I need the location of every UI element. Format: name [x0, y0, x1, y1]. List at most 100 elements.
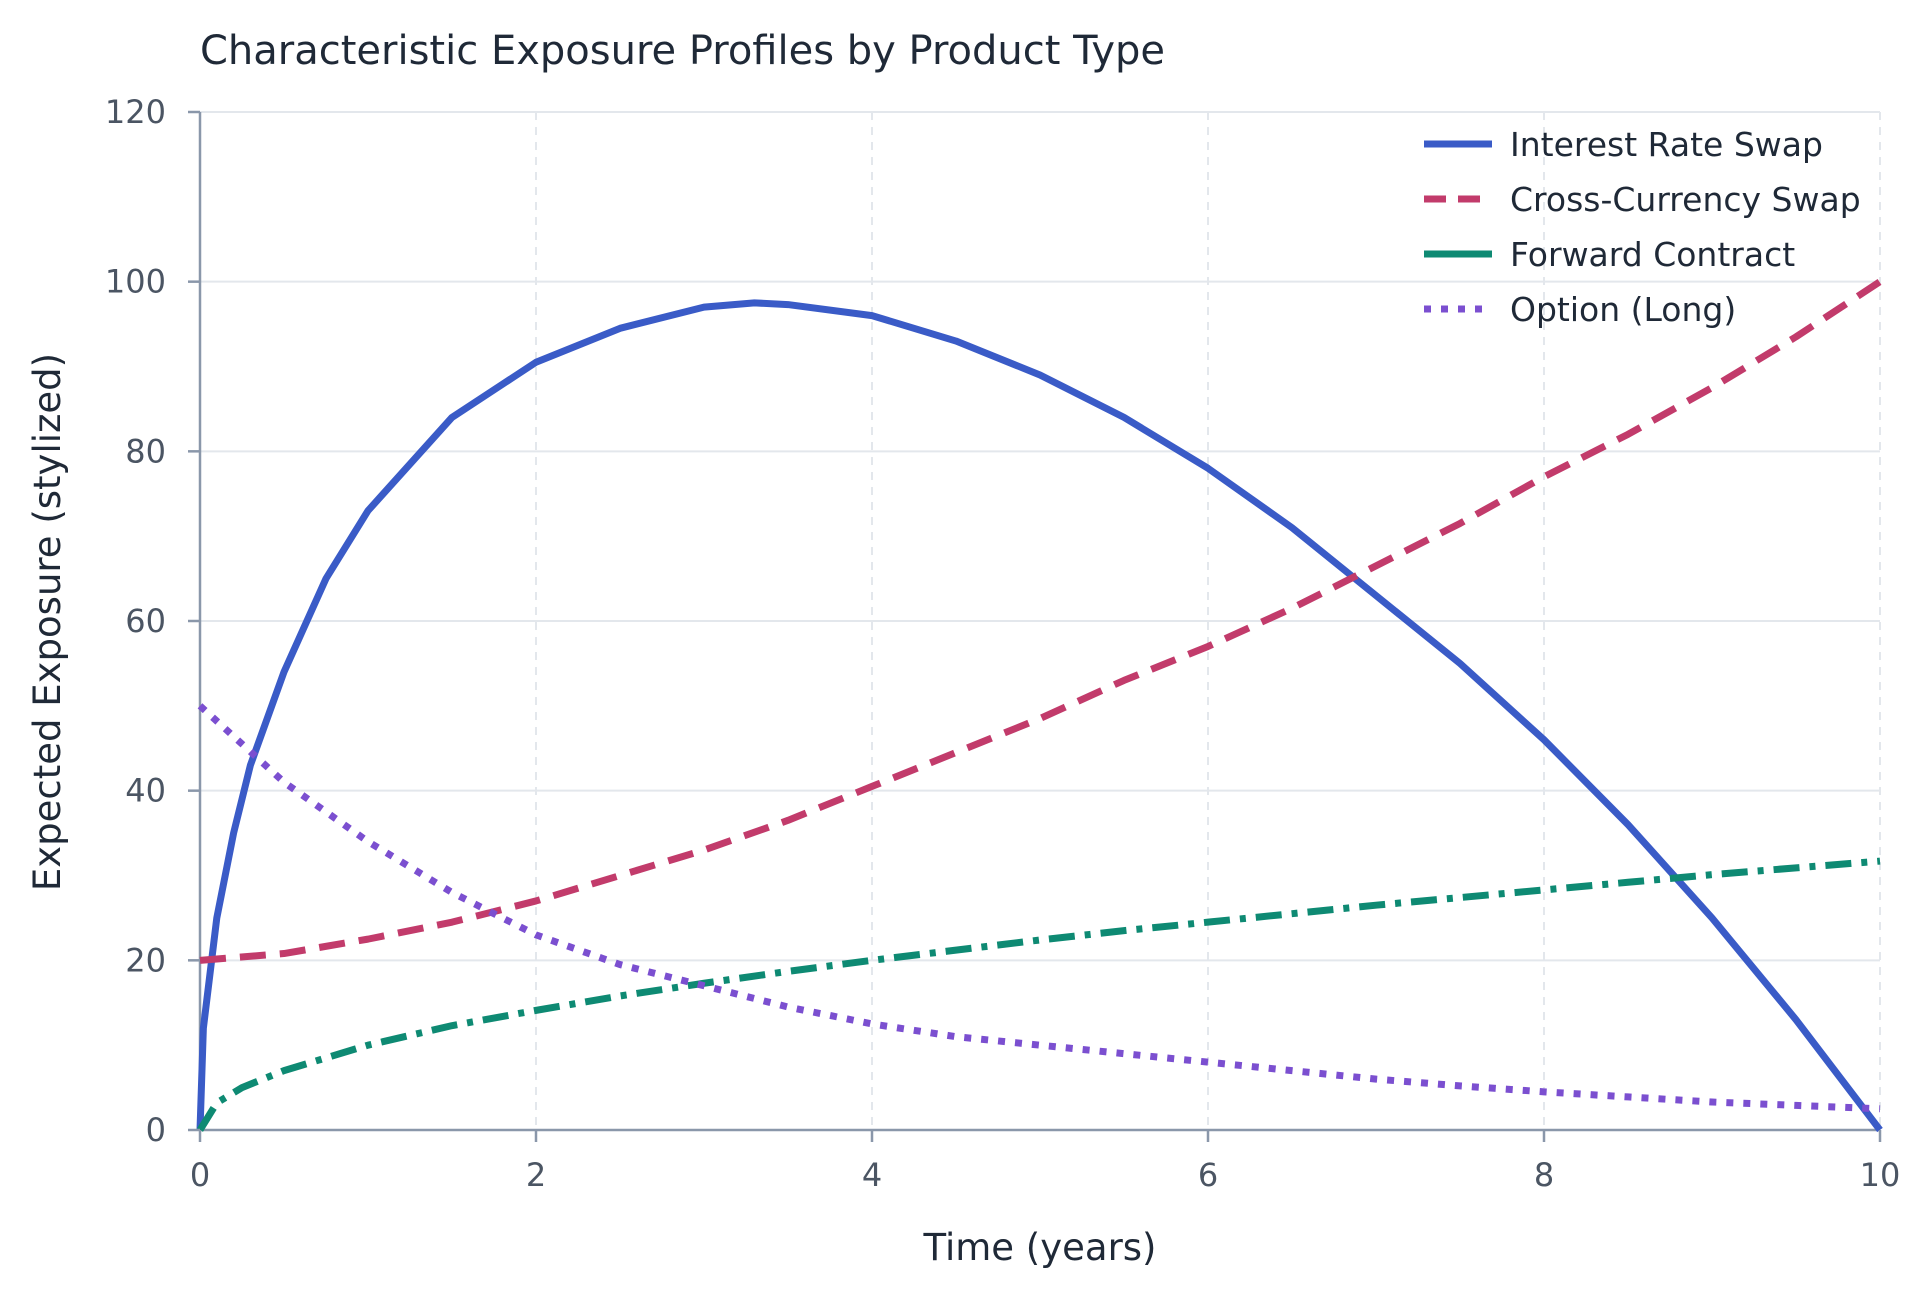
data-point [617, 325, 623, 331]
y-tick-label: 100 [105, 263, 166, 301]
data-point [231, 830, 237, 836]
data-point [869, 1021, 875, 1027]
data-point [1877, 1106, 1883, 1112]
data-point [1457, 520, 1463, 526]
data-point [323, 576, 329, 582]
legend-label: Cross-Currency Swap [1510, 180, 1861, 219]
data-point [281, 779, 287, 785]
data-point [701, 983, 707, 989]
data-point [785, 817, 791, 823]
x-tick-label: 2 [526, 1156, 546, 1194]
data-point [1625, 431, 1631, 437]
series-line-interest-rate-swap [196, 299, 1883, 1133]
data-point [1373, 1076, 1379, 1082]
data-point [1457, 1083, 1463, 1089]
data-point [449, 414, 455, 420]
data-point [1457, 895, 1463, 901]
data-point [1205, 919, 1211, 925]
data-point [1793, 1102, 1799, 1108]
data-point [617, 873, 623, 879]
data-point [1793, 334, 1799, 340]
x-axis-label: Time (years) [922, 1226, 1156, 1269]
data-point [1289, 1068, 1295, 1074]
chart-title: Characteristic Exposure Profiles by Prod… [200, 28, 1165, 74]
y-tick-label: 0 [146, 1111, 166, 1149]
data-point [1289, 525, 1295, 531]
data-point [1625, 1094, 1631, 1100]
data-point [281, 1068, 287, 1074]
x-tick-label: 4 [862, 1156, 882, 1194]
data-point [1709, 385, 1715, 391]
data-point [1457, 660, 1463, 666]
series-line-option-long [197, 703, 1881, 1113]
data-point [869, 783, 875, 789]
data-point [1037, 1042, 1043, 1048]
data-point [247, 762, 253, 768]
y-tick-label: 80 [125, 432, 166, 470]
data-point [533, 1007, 539, 1013]
data-point [365, 1042, 371, 1048]
data-point [1205, 465, 1211, 471]
data-point [1289, 911, 1295, 917]
data-point [785, 968, 791, 974]
data-point [953, 749, 959, 755]
data-point [1121, 414, 1127, 420]
data-point [239, 1085, 245, 1091]
data-point [200, 1025, 206, 1031]
data-point [1709, 1099, 1715, 1105]
data-point [449, 889, 455, 895]
data-point [533, 359, 539, 365]
data-point [617, 962, 623, 968]
data-point [1121, 677, 1127, 683]
data-point [1625, 879, 1631, 885]
data-point [1877, 279, 1883, 285]
legend-label: Interest Rate Swap [1510, 125, 1823, 164]
y-axis-label: Expected Exposure (stylized) [26, 353, 69, 891]
data-point [1121, 1051, 1127, 1057]
y-tick-label: 60 [125, 602, 166, 640]
data-point [197, 703, 203, 709]
legend: Interest Rate Swap Cross-Currency Swap For… [1424, 125, 1861, 329]
x-tick-label: 6 [1198, 1156, 1218, 1194]
data-point [617, 993, 623, 999]
data-point [365, 839, 371, 845]
series-line-forward-contract [197, 857, 1881, 1132]
data-point [281, 951, 287, 957]
data-point [1037, 372, 1043, 378]
data-point [1541, 1089, 1547, 1095]
data-point [1793, 865, 1799, 871]
data-point [701, 304, 707, 310]
data-point [1793, 1017, 1799, 1023]
data-point [869, 313, 875, 319]
data-point [1541, 887, 1547, 893]
data-point [953, 338, 959, 344]
series-layer [196, 278, 1883, 1133]
data-point [1373, 563, 1379, 569]
grid-layer [200, 111, 1881, 1130]
data-point [365, 508, 371, 514]
data-point [1373, 902, 1379, 908]
data-point [785, 1004, 791, 1010]
data-point [214, 1100, 220, 1106]
y-tick-label: 120 [105, 93, 166, 131]
data-point [1709, 872, 1715, 878]
data-point [1709, 915, 1715, 921]
data-point [533, 898, 539, 904]
data-point [785, 302, 791, 308]
data-point [1205, 1059, 1211, 1065]
data-point [751, 300, 757, 306]
data-point [701, 847, 707, 853]
data-point [1541, 474, 1547, 480]
x-tick-label: 10 [1860, 1156, 1901, 1194]
data-point [449, 1023, 455, 1029]
data-point [1205, 643, 1211, 649]
x-tick-label: 8 [1534, 1156, 1554, 1194]
data-point [281, 669, 287, 675]
data-point [1121, 928, 1127, 934]
data-point [1625, 822, 1631, 828]
legend-label: Forward Contract [1510, 235, 1795, 274]
data-point [365, 936, 371, 942]
data-point [1877, 858, 1883, 864]
data-point [533, 932, 539, 938]
